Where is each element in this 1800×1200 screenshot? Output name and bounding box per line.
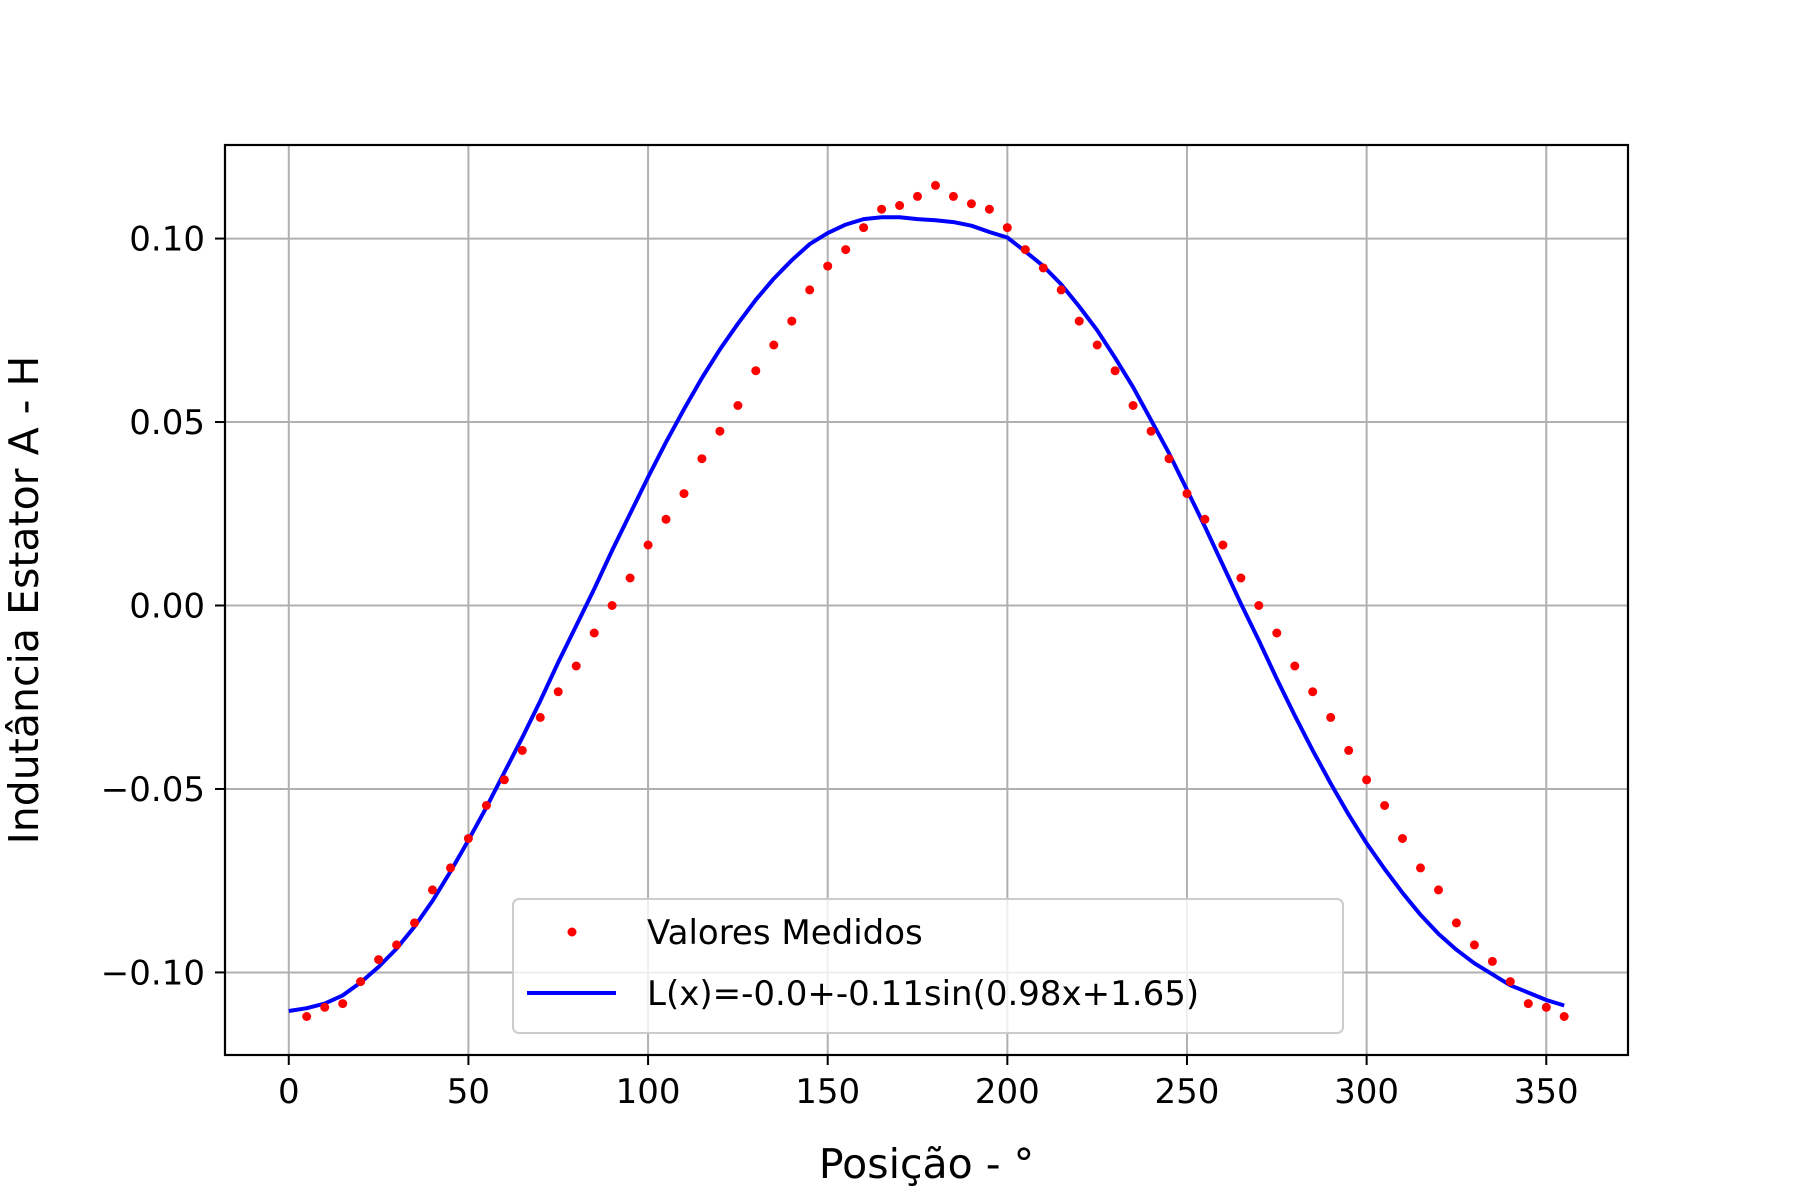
- data-point: [1380, 801, 1390, 810]
- y-axis-label: Indutância Estator A - H: [0, 356, 48, 845]
- data-point: [984, 204, 994, 214]
- data-point: [625, 573, 635, 583]
- data-point: [661, 514, 671, 524]
- data-point: [1092, 340, 1102, 350]
- y-tick-label: 0.05: [129, 403, 205, 443]
- data-point: [1146, 426, 1156, 436]
- data-point: [1344, 745, 1354, 755]
- data-point: [374, 955, 384, 965]
- y-tick-label: 0.00: [129, 587, 205, 627]
- plot-data: [288, 180, 1569, 1021]
- x-tick-label: 100: [616, 1072, 681, 1112]
- legend-marker-valores-medidos: [567, 927, 577, 937]
- data-point: [1254, 601, 1264, 610]
- data-point: [1362, 775, 1372, 785]
- x-tick-label: 150: [795, 1072, 860, 1112]
- data-point: [895, 201, 905, 210]
- data-point: [805, 285, 815, 295]
- legend-label-valores-medidos: Valores Medidos: [647, 913, 923, 953]
- data-point: [481, 801, 491, 810]
- x-tick-label: 50: [447, 1072, 490, 1112]
- data-point: [1308, 687, 1318, 697]
- data-point: [1272, 628, 1282, 638]
- data-point: [1128, 401, 1138, 410]
- data-point: [1038, 263, 1048, 273]
- x-tick-label: 300: [1334, 1072, 1399, 1112]
- data-point: [1398, 834, 1407, 843]
- data-point: [356, 977, 366, 987]
- data-point: [535, 712, 545, 722]
- data-point: [320, 1002, 330, 1012]
- data-point: [428, 885, 437, 895]
- data-point: [446, 863, 455, 873]
- data-point: [1505, 977, 1515, 987]
- y-tick-label: −0.05: [101, 770, 205, 810]
- legend-label-fit: L(x)=-0.0+-0.11sin(0.98x+1.65): [647, 974, 1199, 1014]
- data-point: [733, 401, 743, 410]
- data-point: [841, 245, 851, 255]
- data-point: [571, 661, 581, 671]
- data-point: [931, 180, 940, 190]
- data-point: [1434, 885, 1443, 895]
- data-point: [1416, 863, 1425, 873]
- data-point: [1523, 999, 1533, 1009]
- data-point: [948, 191, 958, 201]
- data-point: [1020, 245, 1030, 255]
- x-tick-label: 0: [278, 1072, 300, 1112]
- x-tick-label: 250: [1155, 1072, 1220, 1112]
- data-point: [553, 687, 563, 697]
- legend: Valores Medidos L(x)=-0.0+-0.11sin(0.98x…: [512, 898, 1344, 1034]
- data-point: [913, 191, 922, 201]
- data-point: [1326, 712, 1336, 722]
- data-point: [859, 223, 869, 233]
- data-point: [679, 489, 689, 499]
- data-point: [607, 601, 617, 610]
- data-point: [787, 316, 797, 326]
- data-point: [1236, 573, 1246, 583]
- data-point: [715, 426, 725, 436]
- data-point: [1451, 918, 1461, 928]
- data-point: [769, 340, 779, 350]
- data-point: [1290, 661, 1300, 671]
- data-point: [392, 940, 402, 950]
- plot-frame: [223, 143, 1630, 1057]
- data-point: [877, 204, 887, 214]
- data-point: [1182, 489, 1192, 499]
- x-tick-label: 200: [975, 1072, 1040, 1112]
- data-point: [1469, 940, 1479, 950]
- data-point: [643, 540, 653, 550]
- y-tick-label: −0.10: [101, 953, 205, 993]
- data-point: [589, 628, 599, 638]
- grid: [225, 145, 1628, 1055]
- data-point: [463, 834, 473, 843]
- data-point: [1541, 1002, 1551, 1012]
- data-point: [1056, 285, 1066, 295]
- x-axis-label: Posição - °: [819, 1140, 1034, 1188]
- data-point: [1200, 514, 1210, 524]
- data-point: [302, 1012, 312, 1021]
- y-tick-label: 0.10: [129, 220, 205, 260]
- data-point: [966, 199, 976, 209]
- data-point: [1559, 1012, 1569, 1021]
- data-point: [517, 745, 527, 755]
- data-point: [1074, 316, 1084, 326]
- data-point: [1002, 223, 1012, 233]
- legend-box: [512, 898, 1344, 1034]
- data-point: [410, 918, 419, 928]
- x-tick-label: 350: [1514, 1072, 1579, 1112]
- data-point: [1110, 366, 1120, 376]
- data-point: [1164, 454, 1174, 464]
- data-point: [338, 999, 348, 1009]
- data-point: [697, 454, 707, 464]
- data-point: [751, 366, 761, 376]
- data-point: [1487, 956, 1497, 966]
- data-point: [1218, 540, 1228, 550]
- data-point: [499, 775, 509, 785]
- ticks: 0 50 100 150 200 250 300 350 −0.10 −0.05 0.00 0.05 0…: [101, 220, 1579, 1112]
- data-point: [823, 261, 833, 271]
